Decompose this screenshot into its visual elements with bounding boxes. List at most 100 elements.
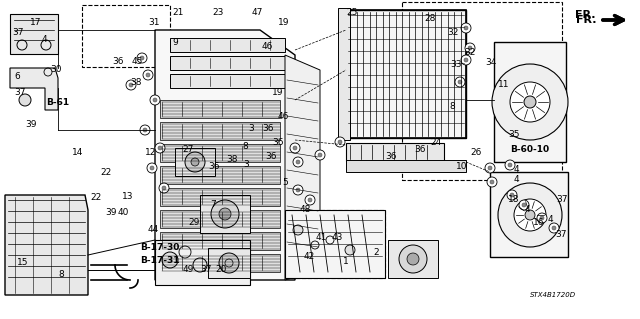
Text: 36: 36	[208, 162, 220, 171]
Circle shape	[296, 188, 300, 192]
Circle shape	[464, 58, 468, 62]
Text: 37: 37	[200, 265, 211, 274]
Text: 36: 36	[385, 152, 397, 161]
Text: FR.: FR.	[575, 10, 595, 20]
Text: 36: 36	[265, 152, 276, 161]
Bar	[490, 172, 568, 257]
Circle shape	[129, 83, 133, 87]
Circle shape	[461, 23, 471, 33]
Text: 5: 5	[282, 178, 288, 187]
Circle shape	[488, 166, 492, 170]
Circle shape	[140, 56, 144, 60]
Text: 34: 34	[485, 58, 497, 67]
Bar	[200, 195, 250, 233]
Circle shape	[155, 143, 165, 153]
Circle shape	[137, 53, 147, 63]
Text: 6: 6	[14, 72, 20, 81]
Text: 22: 22	[100, 168, 111, 177]
Text: 20: 20	[215, 265, 227, 274]
Circle shape	[508, 163, 512, 167]
Text: 25: 25	[346, 8, 357, 17]
Polygon shape	[285, 55, 320, 280]
Bar	[346, 10, 466, 138]
Circle shape	[519, 200, 529, 210]
Text: 11: 11	[498, 80, 509, 89]
Polygon shape	[10, 68, 58, 110]
Bar	[175, 148, 215, 176]
Circle shape	[335, 137, 345, 147]
Circle shape	[159, 183, 169, 193]
Circle shape	[293, 157, 303, 167]
Text: 3: 3	[248, 124, 253, 133]
Text: 49: 49	[183, 265, 195, 274]
Text: 37: 37	[556, 195, 568, 204]
Text: 1: 1	[343, 257, 349, 266]
Circle shape	[19, 94, 31, 106]
Circle shape	[293, 225, 303, 235]
Circle shape	[219, 208, 231, 220]
Circle shape	[490, 180, 494, 184]
Circle shape	[485, 163, 495, 173]
Text: 39: 39	[105, 208, 116, 217]
Text: 44: 44	[148, 225, 159, 234]
Text: STX4B1720D: STX4B1720D	[530, 292, 576, 298]
Bar	[170, 56, 285, 70]
Bar	[346, 160, 466, 172]
Bar	[160, 232, 280, 250]
Text: 37: 37	[555, 230, 566, 239]
Bar	[346, 10, 466, 138]
Text: 36: 36	[272, 138, 284, 147]
Circle shape	[549, 223, 559, 233]
Circle shape	[507, 190, 517, 200]
Circle shape	[191, 158, 199, 166]
Text: 8: 8	[58, 270, 64, 279]
Bar	[494, 42, 566, 162]
Text: 4: 4	[514, 175, 520, 184]
Circle shape	[293, 146, 297, 150]
Text: 47: 47	[252, 8, 264, 17]
Text: 17: 17	[30, 18, 42, 27]
Circle shape	[185, 152, 205, 172]
Text: 21: 21	[172, 8, 184, 17]
Circle shape	[510, 193, 514, 197]
Text: 32: 32	[447, 28, 458, 37]
Text: 36: 36	[262, 124, 273, 133]
Text: 3: 3	[243, 160, 249, 169]
Bar	[82, 5, 170, 67]
Text: B-61: B-61	[46, 98, 69, 107]
Text: 35: 35	[508, 130, 520, 139]
Circle shape	[492, 64, 568, 140]
Circle shape	[296, 160, 300, 164]
Circle shape	[211, 200, 239, 228]
Bar	[10, 14, 58, 54]
Text: B-60-10: B-60-10	[510, 145, 549, 154]
Circle shape	[537, 213, 547, 223]
Circle shape	[162, 186, 166, 190]
Text: 46: 46	[262, 42, 273, 51]
Bar	[346, 143, 444, 161]
Bar	[160, 188, 280, 206]
Bar	[388, 240, 438, 278]
Text: 24: 24	[430, 138, 441, 147]
Text: 16: 16	[533, 218, 545, 227]
Bar	[160, 122, 280, 140]
Text: 37: 37	[12, 28, 24, 37]
Bar	[285, 210, 385, 278]
Circle shape	[461, 55, 471, 65]
Text: B-17-31: B-17-31	[140, 256, 179, 265]
Text: 39: 39	[25, 120, 36, 129]
Circle shape	[525, 210, 535, 220]
Text: 36: 36	[414, 145, 426, 154]
Text: 27: 27	[182, 145, 193, 154]
Circle shape	[143, 128, 147, 132]
Text: 13: 13	[122, 192, 134, 201]
Circle shape	[458, 80, 462, 84]
Circle shape	[468, 46, 472, 50]
Bar	[170, 74, 285, 88]
Bar	[160, 166, 280, 184]
Circle shape	[158, 146, 162, 150]
Circle shape	[153, 98, 157, 102]
Circle shape	[143, 70, 153, 80]
Circle shape	[465, 43, 475, 53]
Circle shape	[345, 245, 355, 255]
